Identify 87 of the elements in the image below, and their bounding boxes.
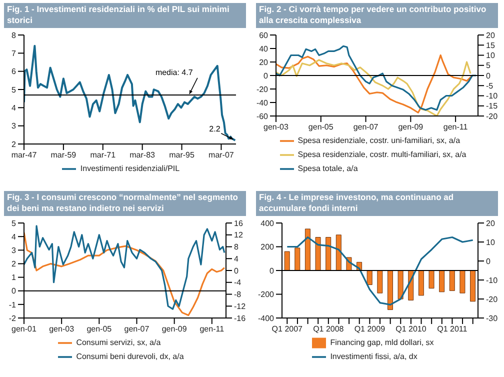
chart-title: Fig. 2 - Ci vorrà tempo per vedere un contributo positivo alla crescita complessiva: [256, 3, 498, 28]
x-tick-label: gen-07: [124, 324, 150, 334]
y2-tick-label: -8: [234, 290, 242, 300]
y-tick-label: 0: [270, 266, 275, 276]
x-tick-label: Q1 2009: [354, 324, 386, 334]
legend-label: Investimenti fissi, a/a, dx: [330, 352, 418, 362]
y2-tick-label: 20: [486, 30, 496, 40]
annotation: 2.2: [209, 124, 221, 134]
x-tick-label: gen-05: [308, 122, 334, 132]
y-tick-label: 40: [259, 44, 269, 54]
ref-line-label: media: 4.7: [155, 68, 194, 77]
y2-tick-label: -20: [486, 294, 498, 304]
y2-tick-label: 10: [486, 51, 496, 60]
y-tick-label: 0: [264, 71, 269, 80]
y2-tick-label: -10: [486, 92, 498, 101]
chart-title: Fig. 1 - Investimenti residenziali in % del PIL sui minimi storici: [4, 3, 246, 28]
y-tick-label: -2: [8, 314, 17, 323]
y-tick-label: -400: [258, 314, 275, 323]
x-tick-label: Q1 2010: [396, 324, 427, 334]
y2-tick-label: 15: [486, 40, 496, 50]
x-tick-label: gen-05: [86, 324, 112, 334]
chart-title: Fig. 3 - I consumi crescono “normalmente” nel segmento dei beni ma restano indietro nei servizi: [4, 191, 246, 216]
y-tick-label: 200: [260, 242, 275, 252]
x-tick-label: gen-03: [49, 324, 75, 334]
legend-label: Spesa residenziale, costr. multi-familiari, sx, a/a: [298, 150, 466, 160]
y-tick-label: 4: [12, 232, 17, 242]
y-tick-label: 0: [12, 286, 17, 296]
y2-tick-label: 0: [486, 256, 491, 266]
legend-label: Consumi servizi, sx, a/a: [76, 338, 161, 348]
legend-label: Spesa totale, a/a: [298, 164, 358, 174]
legend-label: Spesa residenziale, costr. uni-familiari, sx, a/a: [298, 136, 460, 146]
y2-tick-label: -30: [486, 314, 498, 323]
y-tick-label: -60: [256, 112, 269, 121]
y2-tick-label: -5: [486, 81, 494, 90]
y2-tick-label: 0: [234, 266, 239, 276]
y-tick-label: -20: [256, 84, 269, 94]
x-tick-label: mar-07: [208, 150, 234, 160]
x-tick-label: gen-03: [264, 122, 289, 132]
x-tick-label: mar-83: [130, 150, 156, 160]
y-tick-label: -200: [258, 290, 275, 300]
y-tick-label: 60: [259, 30, 269, 40]
x-tick-label: gen-11: [443, 122, 468, 132]
y-tick-label: 400: [260, 218, 275, 228]
y-tick-label: 2: [12, 140, 17, 149]
y2-tick-label: -20: [486, 112, 498, 121]
y2-tick-label: -10: [486, 276, 498, 285]
legend-label: Investimenti residenziali/PIL: [80, 164, 180, 174]
x-tick-label: Q1 2011: [437, 324, 468, 334]
x-tick-label: gen-09: [398, 122, 424, 132]
x-tick-label: gen-01: [12, 324, 37, 334]
y-tick-label: 3: [12, 246, 17, 255]
legend-label: Consumi beni durevoli, dx, a/a: [76, 352, 184, 362]
chart-title: Fig. 4 - Le imprese investono, ma continuano ad accumulare fondi interni: [256, 191, 498, 216]
x-tick-label: mar-95: [169, 150, 195, 160]
y-tick-label: 6: [12, 67, 17, 76]
y-tick-label: 2: [12, 260, 17, 269]
y2-tick-label: 12: [234, 230, 244, 240]
x-tick-label: Q1 2008: [313, 324, 344, 334]
y-tick-label: 8: [12, 30, 17, 40]
y-tick-label: 5: [12, 218, 17, 228]
x-tick-label: gen-11: [200, 324, 225, 334]
y2-tick-label: 5: [486, 61, 491, 70]
y-tick-label: -40: [256, 98, 269, 108]
y2-tick-label: 0: [486, 71, 491, 80]
x-tick-label: gen-07: [353, 122, 379, 132]
y2-tick-label: -16: [234, 314, 246, 323]
x-tick-label: Q1 2007: [272, 324, 304, 334]
y2-tick-label: -12: [234, 302, 246, 311]
legend-label: Financing gap, mld dollari, sx: [330, 338, 434, 348]
x-tick-label: mar-47: [11, 150, 38, 160]
y-tick-label: 7: [12, 49, 17, 58]
y-tick-label: 3: [12, 122, 17, 131]
y2-tick-label: 4: [234, 254, 239, 264]
y2-tick-label: 16: [234, 218, 244, 228]
x-tick-label: mar-59: [50, 150, 77, 160]
y-tick-label: 1: [12, 273, 17, 282]
y-tick-label: 5: [12, 85, 17, 94]
y2-tick-label: 20: [486, 218, 496, 228]
y2-tick-label: -15: [486, 102, 498, 111]
y-tick-label: -1: [8, 300, 17, 310]
y2-tick-label: 10: [486, 238, 496, 247]
y2-tick-label: -4: [234, 278, 242, 288]
x-tick-label: mar-71: [90, 150, 116, 160]
y-tick-label: 4: [12, 104, 17, 113]
y2-tick-label: 8: [234, 242, 239, 252]
y-tick-label: 20: [259, 58, 269, 67]
x-tick-label: gen-09: [162, 324, 188, 334]
